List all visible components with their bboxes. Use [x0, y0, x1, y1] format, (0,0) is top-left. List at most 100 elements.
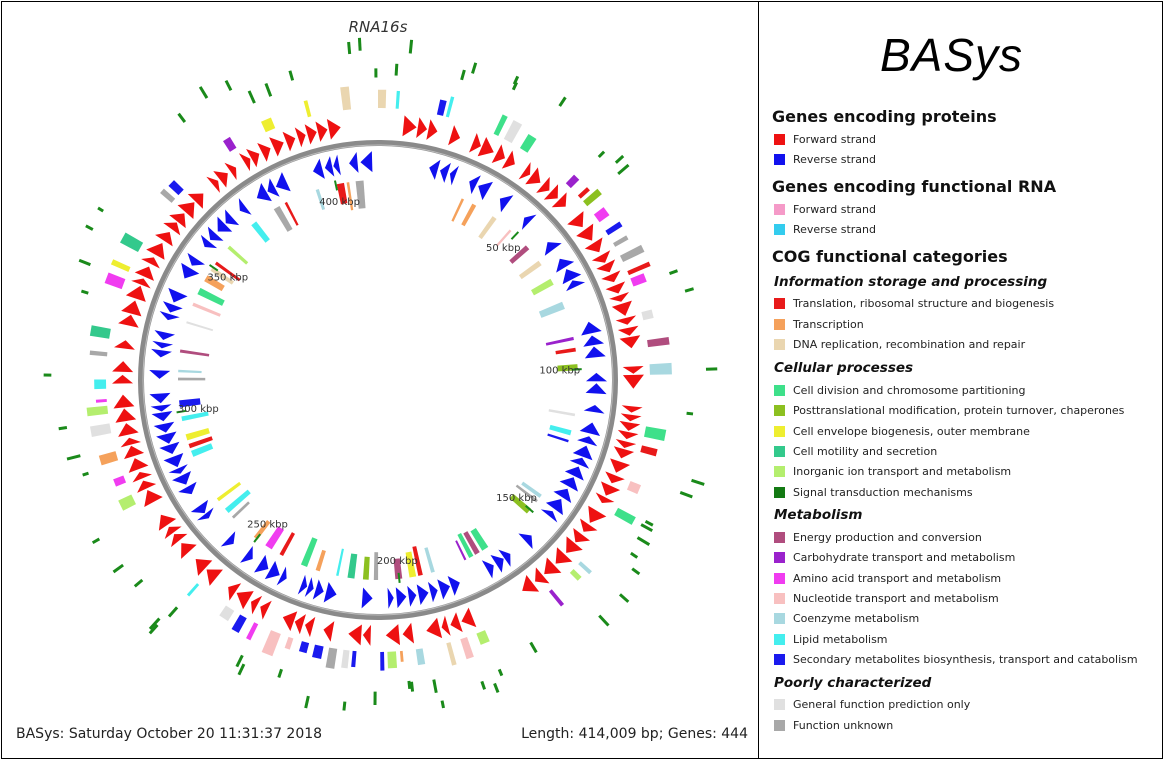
reverse-gene-arrow — [540, 509, 558, 523]
feature-mark — [493, 682, 500, 694]
cog-outer-block — [120, 232, 144, 253]
reverse-gene-arrow — [584, 346, 606, 359]
tick-mark — [571, 368, 582, 371]
cog-outer-block — [261, 630, 281, 657]
legend-swatch — [774, 385, 785, 396]
feature-mark — [407, 680, 412, 689]
feature-mark — [630, 551, 639, 559]
cog-inner-block — [273, 205, 293, 232]
legend-swatch — [774, 532, 785, 543]
reverse-gene-arrow — [553, 488, 572, 503]
reverse-gene-arrow — [323, 582, 337, 603]
legend-rna-title: Genes encoding functional RNA — [772, 177, 1057, 196]
forward-gene-arrow — [615, 439, 637, 448]
forward-gene-arrow — [595, 492, 615, 504]
cog-inner-block — [463, 531, 480, 555]
cog-outer-block — [593, 207, 610, 223]
forward-gene-arrow — [326, 118, 341, 140]
forward-gene-arrow — [169, 213, 186, 229]
cog-outer-block — [399, 650, 404, 662]
basys-logo: BASys — [880, 29, 1024, 81]
legend-item: Reverse strand — [774, 153, 876, 167]
cog-outer-block — [641, 309, 654, 321]
cog-inner-block — [251, 221, 270, 243]
forward-gene-arrow — [158, 514, 177, 531]
forward-gene-arrow — [576, 223, 594, 241]
legend-swatch — [774, 720, 785, 731]
reverse-gene-arrow — [149, 392, 171, 404]
reverse-gene-arrow — [545, 499, 563, 516]
cog-inner-block — [178, 377, 206, 381]
legend-item: Reverse strand — [774, 223, 876, 237]
reverse-gene-arrow — [478, 181, 493, 201]
forward-gene-arrow — [551, 192, 567, 208]
reverse-gene-arrow — [156, 431, 177, 444]
cog-inner-block — [455, 540, 467, 561]
feature-mark — [597, 150, 606, 159]
feature-mark — [264, 82, 273, 97]
feature-mark — [691, 478, 705, 486]
legend-swatch — [774, 593, 785, 604]
cog-outer-block — [436, 99, 447, 116]
forward-gene-arrow — [536, 176, 550, 193]
reverse-gene-arrow — [395, 587, 407, 609]
cog-inner-block — [178, 369, 202, 374]
cog-inner-block — [412, 546, 423, 576]
tick-label: 400 kbp — [319, 197, 360, 208]
cog-outer-block — [619, 244, 645, 263]
reverse-gene-arrow — [349, 152, 359, 173]
forward-gene-arrow — [596, 259, 616, 273]
legend-item: Amino acid transport and metabolism — [774, 572, 1001, 586]
reverse-gene-arrow — [154, 330, 176, 340]
forward-gene-arrow — [141, 257, 160, 269]
legend-item: Cell envelope biogenesis, outer membrane — [774, 425, 1030, 439]
reverse-gene-arrow — [220, 531, 236, 547]
forward-gene-arrow — [619, 420, 641, 431]
forward-gene-arrow — [257, 143, 271, 162]
tick-mark — [176, 409, 187, 414]
tick-mark — [208, 264, 219, 272]
forward-gene-arrow — [120, 437, 141, 448]
feature-mark — [85, 224, 94, 231]
reverse-gene-arrow — [256, 183, 272, 202]
forward-gene-arrow — [605, 471, 625, 484]
legend-info-title: Information storage and processing — [774, 274, 1048, 290]
legend-poor-title: Poorly characterized — [774, 675, 932, 691]
cog-inner-block — [521, 481, 542, 498]
legend-item: Posttranslational modification, protein … — [774, 404, 1124, 418]
forward-gene-arrow — [621, 405, 643, 413]
reverse-gene-arrow — [151, 410, 173, 422]
tick-mark — [253, 533, 261, 543]
cog-inner-block — [547, 433, 569, 443]
forward-gene-arrow — [555, 547, 573, 564]
cog-outer-block — [113, 475, 127, 487]
reverse-gene-arrow — [207, 226, 224, 241]
cog-inner-block — [548, 409, 576, 417]
feature-mark — [357, 37, 362, 51]
forward-gene-arrow — [535, 567, 550, 584]
forward-gene-arrow — [238, 153, 251, 172]
cog-inner-block — [279, 532, 295, 557]
cog-inner-block — [197, 287, 225, 306]
panel-divider — [758, 2, 759, 758]
cog-outer-block — [583, 188, 602, 207]
reverse-gene-arrow — [238, 198, 252, 215]
reverse-gene-arrow — [559, 477, 578, 492]
tick-label: 250 kbp — [247, 520, 288, 531]
legend-swatch — [774, 466, 785, 477]
reverse-gene-arrow — [187, 252, 205, 266]
forward-gene-arrow — [615, 315, 637, 325]
reverse-gene-arrow — [583, 405, 605, 414]
tick-label: 50 kbp — [486, 243, 520, 254]
legend-item: Lipid metabolism — [774, 633, 888, 647]
legend-item: Nucleotide transport and metabolism — [774, 592, 999, 606]
forward-gene-arrow — [304, 124, 317, 145]
cog-inner-block — [231, 501, 250, 519]
cog-inner-block — [355, 180, 366, 209]
cog-inner-block — [179, 398, 201, 408]
reverse-gene-arrow — [429, 159, 441, 180]
genome-circular-map: 50 kbp 100 kbp 150 kbp 200 kbp 250 kbp 300 kb… — [43, 37, 718, 711]
legend-item: General function prediction only — [774, 698, 970, 712]
legend-swatch — [774, 134, 785, 145]
cog-inner-block — [531, 278, 554, 296]
